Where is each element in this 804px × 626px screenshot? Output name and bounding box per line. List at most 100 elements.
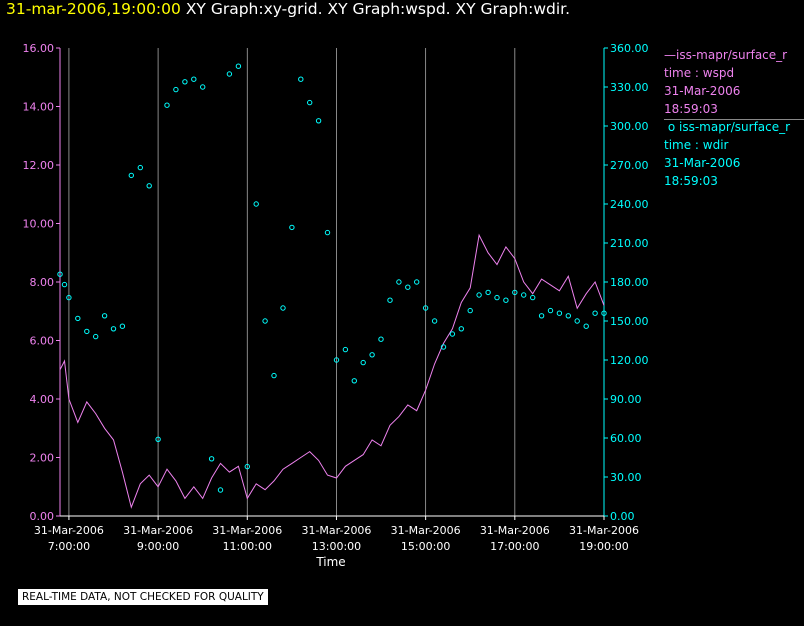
legend-wspd-series: —iss-mapr/surface_r (664, 48, 788, 62)
right-y-tick-label: 240.00 (610, 198, 649, 211)
left-y-tick-label: 4.00 (30, 393, 55, 406)
wdir-data-point (396, 279, 402, 285)
wdir-data-point (93, 333, 99, 340)
wdir-data-point (494, 294, 500, 301)
wdir-data-point (414, 279, 420, 285)
x-tick-label-time: 19:00:00 (579, 540, 628, 553)
wdir-data-point (164, 102, 170, 108)
x-tick-label-time: 11:00:00 (223, 540, 272, 553)
right-y-tick-label: 300.00 (610, 120, 649, 133)
left-y-tick-label: 8.00 (30, 276, 55, 289)
legend-wdir-series: o iss-mapr/surface_r (664, 120, 791, 134)
right-y-tick-label: 330.00 (610, 81, 649, 94)
x-tick-label-time: 15:00:00 (401, 540, 450, 553)
wdir-data-point (583, 323, 589, 329)
series-layer (57, 63, 607, 509)
wdir-data-point (110, 326, 117, 332)
x-tick-label-date: 31-Mar-2006 (391, 524, 461, 537)
x-tick-label-date: 31-Mar-2006 (569, 524, 639, 537)
graph-title: 31-mar-2006,19:00:00 XY Graph:xy-grid. X… (6, 0, 570, 18)
right-y-tick-label: 60.00 (610, 432, 642, 445)
wdir-data-point (128, 172, 135, 179)
wdir-data-point (119, 323, 126, 329)
x-tick-label-time: 17:00:00 (490, 540, 539, 553)
right-y-tick-label: 210.00 (610, 237, 649, 250)
wdir-data-point (485, 289, 491, 296)
right-y-tick-label: 150.00 (610, 315, 649, 328)
right-y-axis-ticks: 0.00 30.00 60.00 90.00 120.00 150.00 180.00 210… (604, 42, 649, 523)
right-y-tick-label: 270.00 (610, 159, 649, 172)
graph-names-label: XY Graph:xy-grid. XY Graph:wspd. XY Grap… (185, 0, 571, 18)
wspd-series-line (59, 233, 605, 509)
wdir-data-point (101, 313, 108, 319)
wdir-data-point (538, 313, 545, 319)
wdir-data-point (61, 281, 68, 288)
x-tick-label-time: 7:00:00 (48, 540, 90, 553)
left-y-tick-label: 16.00 (23, 42, 55, 55)
wdir-data-point (360, 359, 366, 366)
wdir-data-point (173, 86, 179, 93)
wdir-data-point (208, 456, 215, 462)
wdir-data-point (378, 336, 384, 342)
wdir-data-point (503, 297, 509, 303)
wdir-data-point (200, 84, 206, 90)
wdir-data-point (75, 315, 81, 322)
wdir-data-point (351, 378, 357, 384)
wdir-data-point (253, 201, 259, 207)
right-y-tick-label: 0.00 (610, 510, 635, 523)
timestamp-label: 31-mar-2006,19:00:00 (6, 0, 181, 18)
x-axis-ticks: 31-Mar-2006 7:00:00 31-Mar-2006 9:00:00 31-M… (34, 516, 639, 553)
x-tick-label-date: 31-Mar-2006 (34, 524, 104, 537)
legend-wdir-time: 18:59:03 (664, 174, 718, 188)
wdir-data-point (431, 318, 438, 324)
wdir-data-point (191, 76, 197, 82)
wdir-data-point (137, 164, 144, 171)
wdir-data-point (458, 326, 464, 332)
left-y-tick-label: 10.00 (23, 218, 55, 231)
wdir-data-point (369, 352, 375, 358)
left-y-tick-label: 2.00 (30, 452, 55, 465)
wdir-data-point (530, 294, 536, 301)
legend-divider (664, 119, 804, 120)
x-axis-label: Time (315, 555, 345, 569)
wdir-data-point (262, 318, 268, 324)
legend-wdir-var: time : wdir (664, 138, 729, 152)
right-y-tick-label: 120.00 (610, 354, 649, 367)
wdir-data-point (244, 463, 251, 470)
wdir-data-point (556, 310, 563, 316)
wdir-data-point (405, 284, 411, 290)
wdir-data-point (387, 297, 393, 303)
wdir-data-point (467, 307, 473, 314)
wdir-data-point (298, 76, 304, 82)
wdir-data-point (512, 289, 518, 296)
right-y-tick-label: 180.00 (610, 276, 649, 289)
wdir-data-point (235, 63, 242, 69)
quality-disclaimer: REAL-TIME DATA, NOT CHECKED FOR QUALITY (18, 589, 268, 605)
wdir-data-point (217, 487, 224, 493)
wdir-data-point (226, 71, 233, 77)
left-y-tick-label: 0.00 (30, 510, 55, 523)
legend-wspd-date: 31-Mar-2006 (664, 84, 741, 98)
wdir-data-point (289, 224, 295, 231)
left-y-tick-label: 12.00 (23, 159, 55, 172)
right-y-tick-label: 360.00 (610, 42, 649, 55)
wdir-data-point (547, 307, 554, 314)
wdir-data-point (66, 294, 72, 301)
wdir-data-point (592, 310, 598, 316)
wdir-data-point (342, 346, 349, 353)
x-tick-label-time: 9:00:00 (137, 540, 179, 553)
legend-wspd-var: time : wspd (664, 66, 735, 80)
wdir-data-point (601, 310, 607, 316)
wdir-data-point (324, 229, 331, 236)
wdir-data-point (155, 436, 161, 442)
wdir-data-point (422, 305, 429, 311)
wdir-data-point (182, 79, 188, 85)
right-y-tick-label: 90.00 (610, 393, 642, 406)
left-y-axis-ticks: 0.00 2.00 4.00 6.00 8.00 10.00 12.00 14.00 16.00 (23, 42, 60, 523)
wdir-data-point (315, 118, 322, 124)
right-y-tick-label: 30.00 (610, 471, 642, 484)
wdir-data-point (333, 357, 340, 363)
wdir-data-point (146, 183, 152, 189)
x-tick-label-date: 31-Mar-2006 (212, 524, 282, 537)
wdir-data-point (440, 344, 447, 350)
